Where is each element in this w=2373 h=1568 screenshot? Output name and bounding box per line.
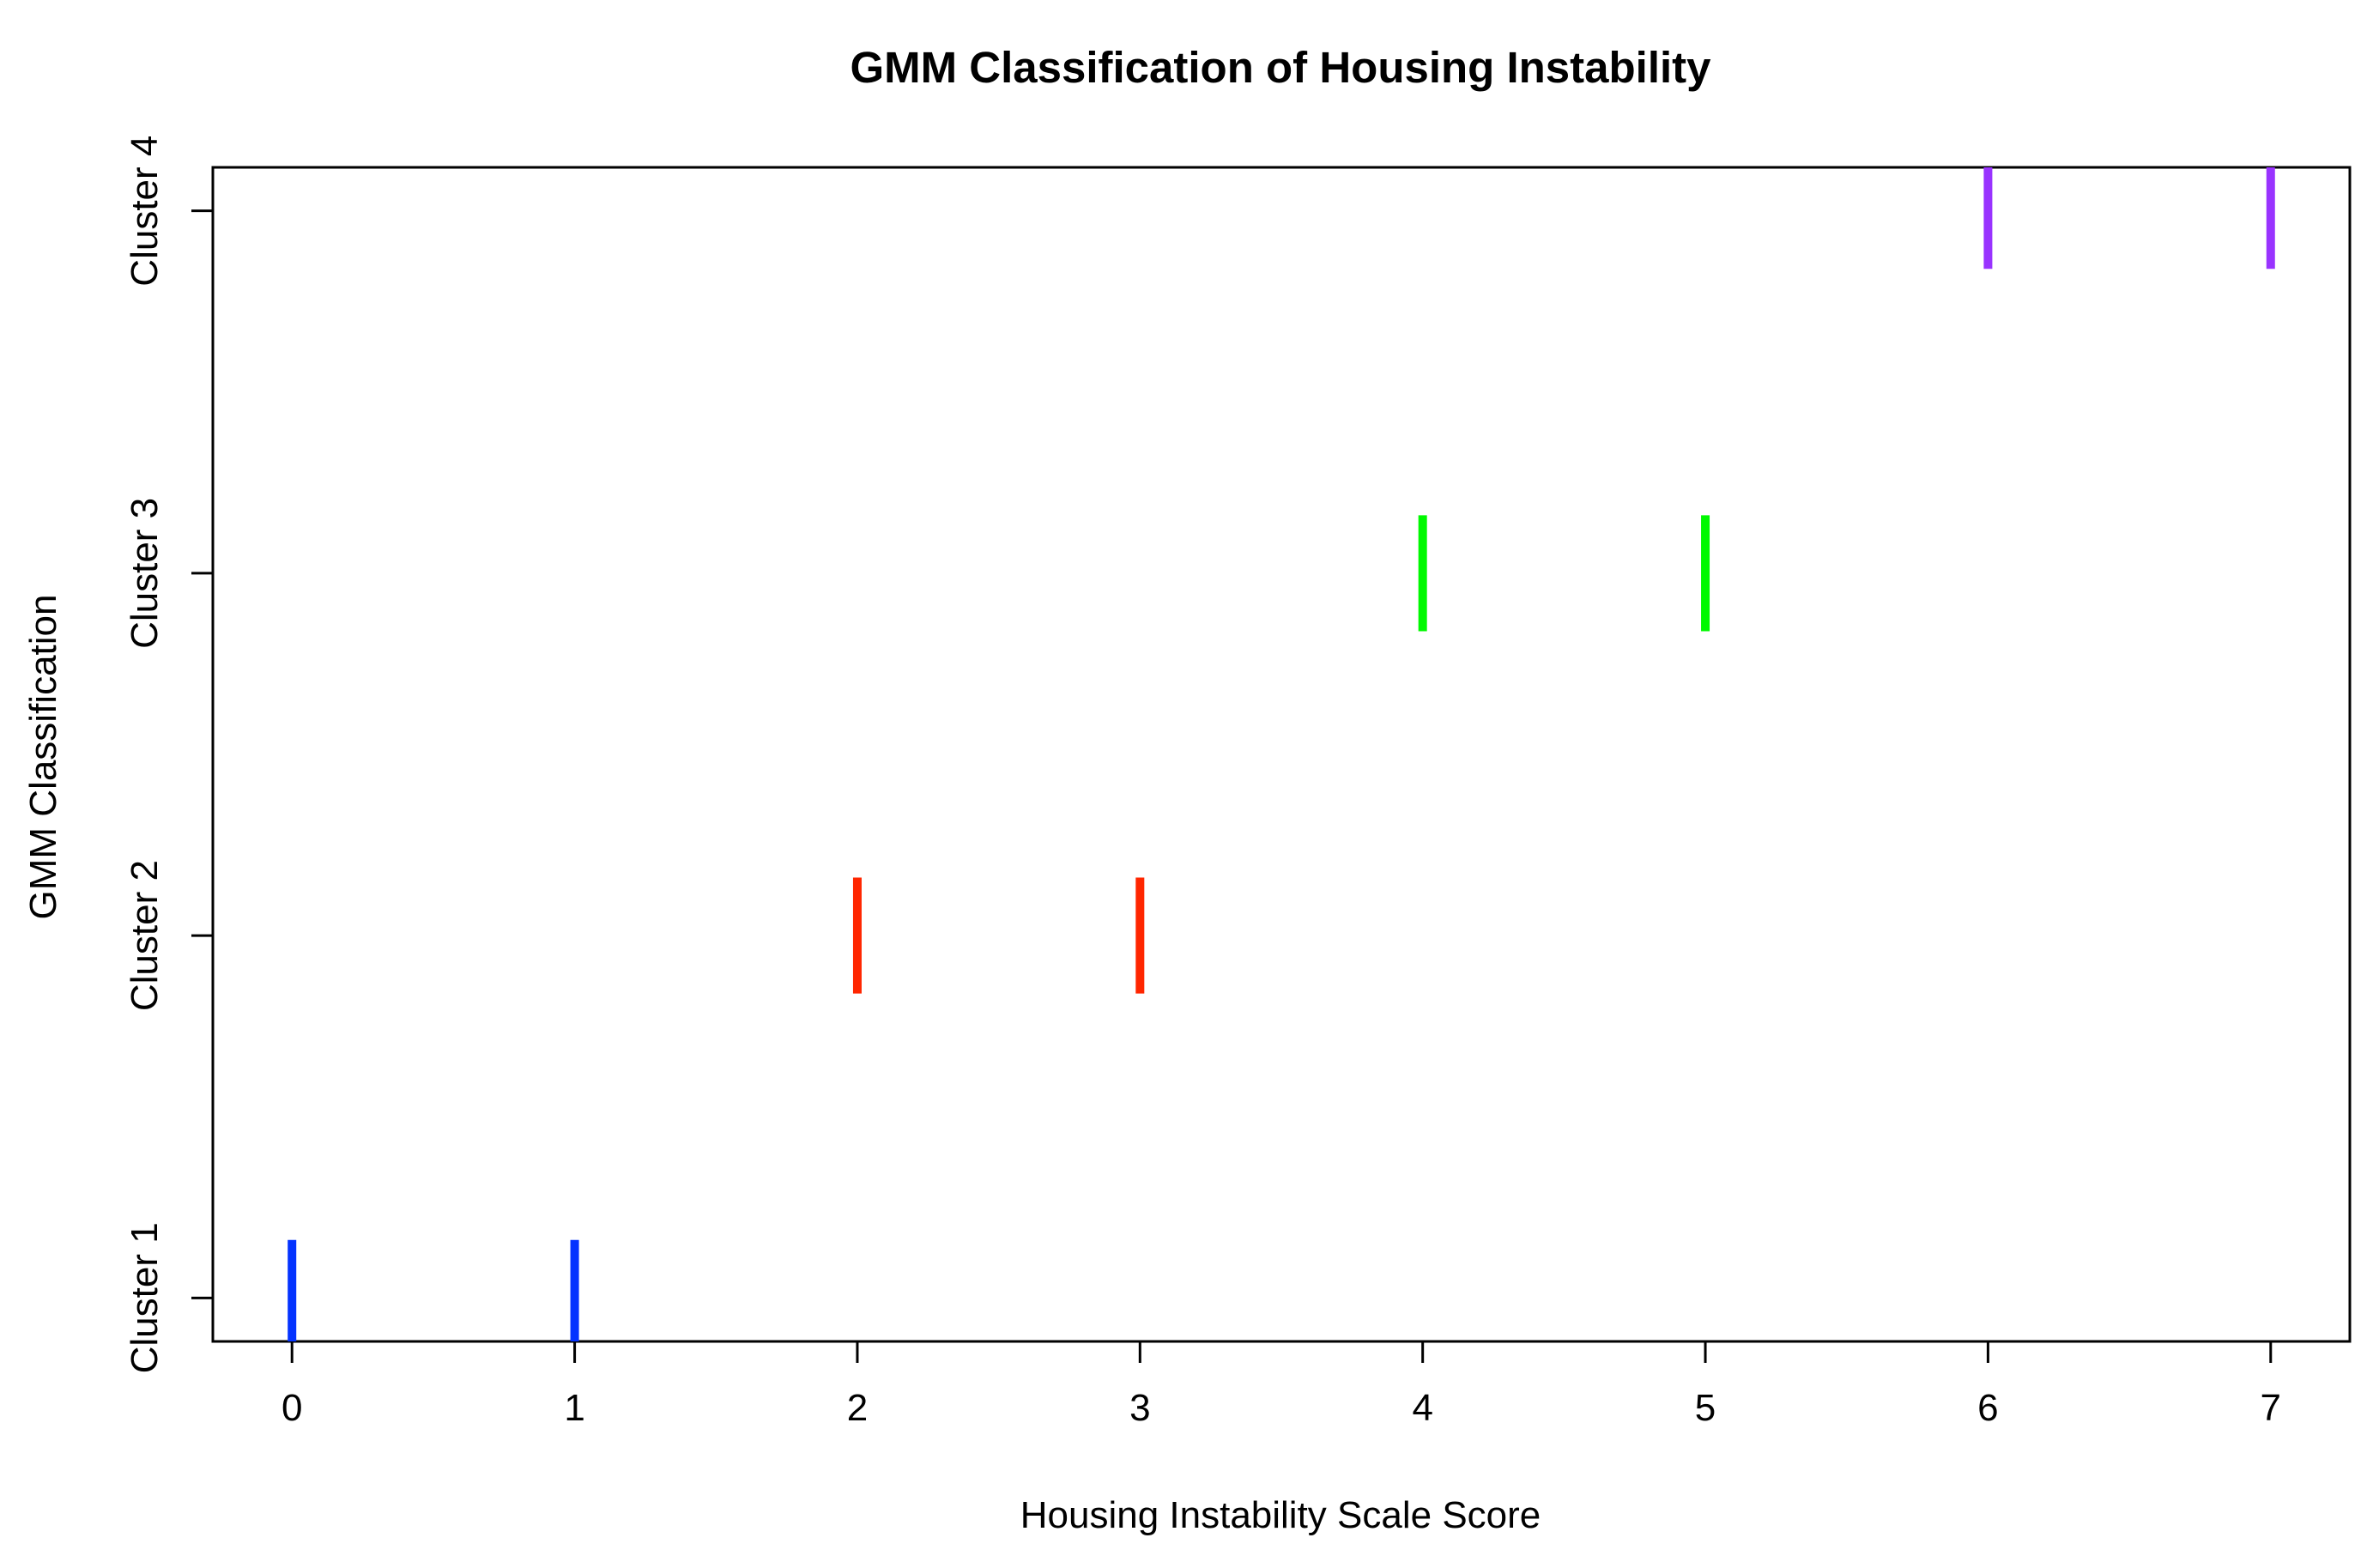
y-axis-label: GMM Classification: [22, 595, 64, 920]
x-tick-label: 0: [281, 1387, 302, 1429]
x-axis-label: Housing Instability Scale Score: [1020, 1494, 1541, 1536]
x-tick-label: 5: [1695, 1387, 1716, 1429]
x-tick-label: 1: [564, 1387, 584, 1429]
y-tick-label: Cluster 4: [124, 136, 166, 287]
x-tick-label: 2: [847, 1387, 868, 1429]
chart-title: GMM Classification of Housing Instabilit…: [850, 43, 1711, 92]
x-tick-label: 7: [2261, 1387, 2281, 1429]
y-tick-label: Cluster 1: [124, 1222, 166, 1373]
plot-frame: [211, 166, 2352, 1343]
y-axis: Cluster 1 Cluster 2 Cluster 3 Cluster 4: [124, 136, 215, 1373]
x-tick-label: 6: [1977, 1387, 1998, 1429]
x-axis: 0 1 2 3 4 5 6 7: [281, 1340, 2281, 1429]
data-marks: [288, 167, 2275, 1341]
y-tick-label: Cluster 3: [124, 498, 166, 649]
x-tick-label: 3: [1129, 1387, 1150, 1429]
y-tick-label: Cluster 2: [124, 860, 166, 1011]
x-tick-label: 4: [1412, 1387, 1432, 1429]
